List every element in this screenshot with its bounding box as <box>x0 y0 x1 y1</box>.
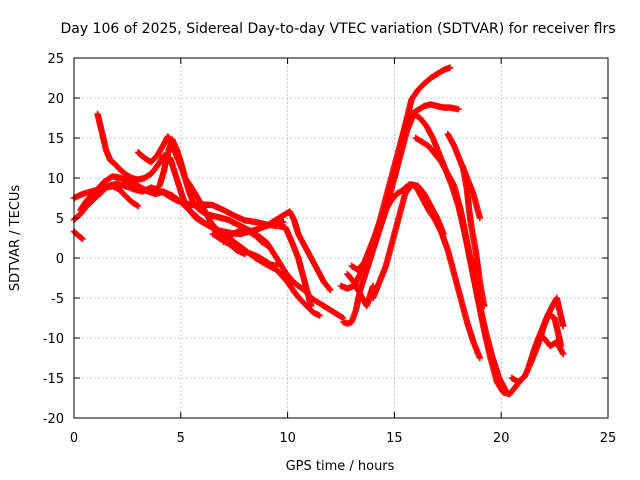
data-point <box>440 230 447 238</box>
data-point <box>480 302 488 310</box>
y-tick-label: 20 <box>47 92 64 107</box>
x-tick-label: 25 <box>600 431 617 446</box>
data-points <box>70 64 567 398</box>
data-point <box>559 322 567 330</box>
y-tick-label: -10 <box>43 332 64 347</box>
data-point <box>273 262 281 270</box>
y-tick-label: -5 <box>51 292 64 307</box>
data-point <box>265 242 272 250</box>
y-tick-label: 15 <box>47 132 64 147</box>
data-point <box>455 106 462 113</box>
x-tick-label: 5 <box>177 431 185 446</box>
data-point <box>502 386 509 394</box>
y-tick-label: -20 <box>43 412 64 427</box>
series-s3 <box>70 228 86 242</box>
data-point <box>79 235 86 242</box>
data-point <box>476 354 484 362</box>
plot-frame <box>73 57 609 419</box>
data-point <box>446 64 454 71</box>
data-point <box>327 286 334 294</box>
x-tick-label: 10 <box>279 431 296 446</box>
x-tick-label: 15 <box>386 431 403 446</box>
series-s11 <box>209 230 281 270</box>
data-point <box>476 214 484 222</box>
y-tick-label: -15 <box>43 372 64 387</box>
series-s22 <box>369 181 447 302</box>
axis-ticks: 0 5 10 15 20 25 -20 -15 -10 -5 0 5 10 15 20 25 <box>43 52 617 446</box>
data-point <box>316 312 323 319</box>
x-tick-label: 20 <box>493 431 510 446</box>
series-s7 <box>156 136 347 322</box>
data-point <box>134 202 142 210</box>
data-point <box>326 285 333 293</box>
y-tick-label: 5 <box>56 212 64 227</box>
series-s2 <box>70 182 142 223</box>
y-tick-label: 25 <box>47 52 64 67</box>
series-s8 <box>263 208 334 294</box>
series-s18 <box>444 130 484 222</box>
x-axis-label: GPS time / hours <box>286 459 395 474</box>
series-s21 <box>540 334 567 358</box>
data-point <box>559 350 567 358</box>
y-tick-label: 10 <box>47 172 64 187</box>
series-s9 <box>275 222 315 310</box>
series-s13 <box>337 101 462 292</box>
data-point <box>307 302 315 310</box>
data-point <box>369 282 377 290</box>
series-s20 <box>525 310 565 370</box>
x-tick-label: 0 <box>70 431 78 446</box>
chart-title: Day 106 of 2025, Sidereal Day-to-day VTE… <box>60 21 615 37</box>
series-s23 <box>344 270 377 310</box>
y-axis-label: SDTVAR / TECUs <box>8 185 23 292</box>
y-tick-label: 0 <box>56 252 64 267</box>
series-s16 <box>412 134 509 394</box>
